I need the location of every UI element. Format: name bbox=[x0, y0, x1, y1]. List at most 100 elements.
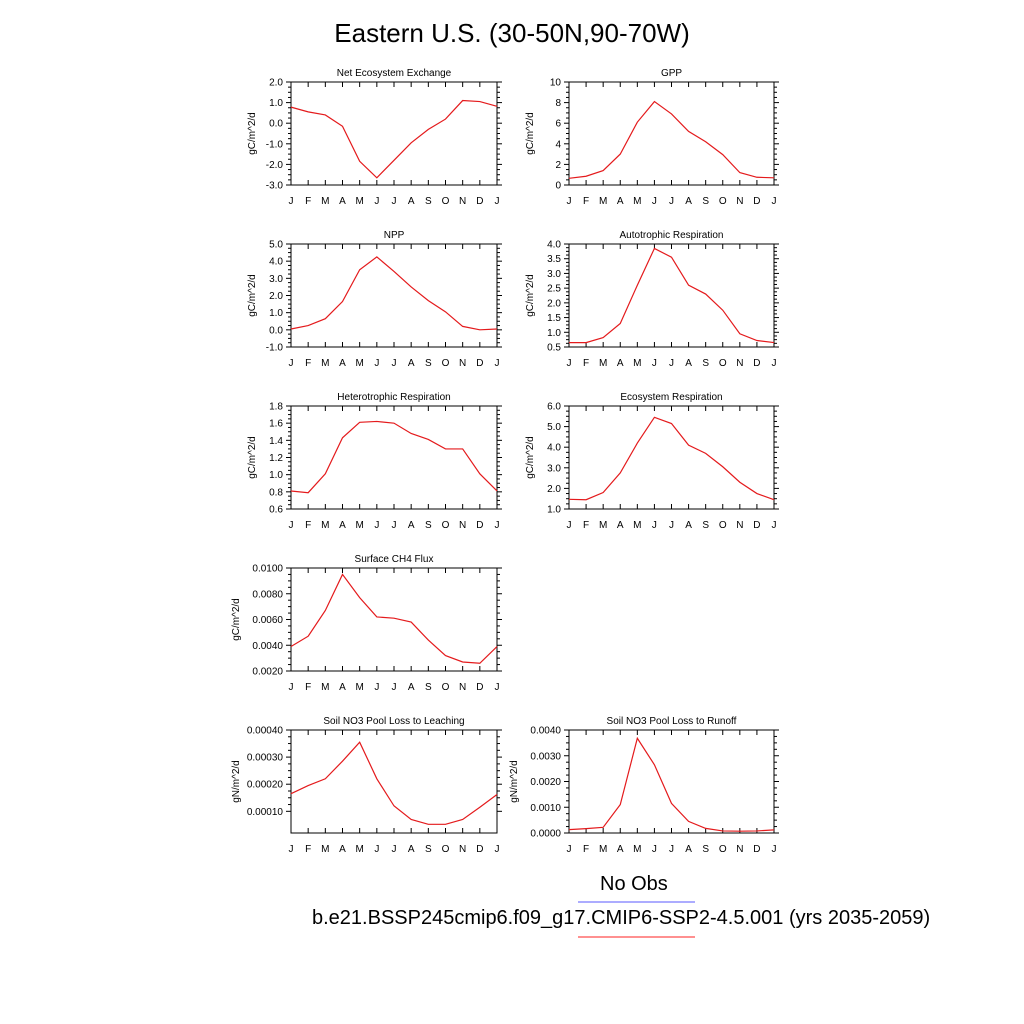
x-tick-label: M bbox=[321, 196, 329, 207]
x-tick-label: J bbox=[652, 520, 657, 531]
legend-label-model: b.e21.BSSP245cmip6.f09_g17.CMIP6-SSP2-4.… bbox=[312, 907, 931, 929]
x-tick-label: O bbox=[442, 520, 450, 531]
panel-title: Soil NO3 Pool Loss to Leaching bbox=[323, 716, 464, 727]
x-tick-label: J bbox=[392, 358, 397, 369]
y-tick-label: 1.0 bbox=[269, 470, 283, 481]
x-tick-label: N bbox=[459, 358, 466, 369]
x-tick-label: M bbox=[599, 844, 607, 855]
y-axis-label: gC/m^2/d bbox=[525, 436, 536, 479]
x-tick-label: A bbox=[685, 196, 692, 207]
plot-frame bbox=[290, 567, 498, 672]
x-tick-label: S bbox=[425, 682, 432, 693]
x-tick-label: A bbox=[685, 358, 692, 369]
x-tick-label: J bbox=[289, 196, 294, 207]
y-tick-label: 2 bbox=[555, 160, 561, 171]
series-line bbox=[568, 736, 775, 832]
y-tick-label: 6 bbox=[555, 119, 561, 130]
x-tick-label: N bbox=[459, 682, 466, 693]
series-line bbox=[290, 741, 498, 825]
x-tick-label: N bbox=[736, 520, 743, 531]
y-axis-label: gN/m^2/d bbox=[509, 760, 520, 803]
x-tick-label: M bbox=[633, 844, 641, 855]
chart-panel: J F M A M J J A S O N D J1.02.03.04.05.06.0Ecosystem… bbox=[525, 392, 779, 531]
y-tick-label: 0.0010 bbox=[530, 803, 561, 814]
x-tick-label: J bbox=[289, 520, 294, 531]
y-tick-label: 0.0030 bbox=[530, 751, 561, 762]
x-tick-label: A bbox=[408, 844, 415, 855]
x-tick-label: J bbox=[392, 520, 397, 531]
x-tick-label: S bbox=[425, 520, 432, 531]
x-tick-label: J bbox=[495, 196, 500, 207]
y-tick-label: 5.0 bbox=[269, 240, 283, 251]
y-tick-label: 0.0020 bbox=[530, 777, 561, 788]
x-tick-label: N bbox=[459, 844, 466, 855]
y-tick-label: 0.00030 bbox=[247, 753, 284, 764]
y-tick-label: 1.5 bbox=[547, 313, 561, 324]
plot-frame bbox=[568, 729, 775, 834]
x-tick-label: A bbox=[408, 682, 415, 693]
y-tick-label: -1.0 bbox=[266, 139, 284, 150]
x-tick-label: D bbox=[476, 520, 483, 531]
y-tick-label: 1.6 bbox=[269, 419, 283, 430]
y-axis-label: gN/m^2/d bbox=[231, 760, 242, 803]
panel-title: Net Ecosystem Exchange bbox=[337, 68, 452, 79]
x-tick-label: S bbox=[702, 196, 709, 207]
x-tick-label: J bbox=[567, 844, 572, 855]
x-tick-label: A bbox=[339, 358, 346, 369]
x-tick-label: M bbox=[599, 196, 607, 207]
x-tick-label: F bbox=[583, 520, 589, 531]
x-tick-label: S bbox=[425, 844, 432, 855]
x-tick-label: A bbox=[617, 358, 624, 369]
x-tick-label: M bbox=[321, 844, 329, 855]
x-tick-label: A bbox=[339, 520, 346, 531]
y-axis-label: gC/m^2/d bbox=[231, 598, 242, 641]
y-tick-label: -1.0 bbox=[266, 343, 284, 354]
x-tick-label: D bbox=[476, 358, 483, 369]
chart-panel: J F M A M J J A S O N D J0.60.81.01.21.41.61.8Hetero… bbox=[247, 392, 502, 531]
series-line bbox=[290, 99, 498, 179]
panel-title: GPP bbox=[661, 68, 682, 79]
x-tick-label: J bbox=[374, 358, 379, 369]
x-tick-label: J bbox=[392, 844, 397, 855]
y-tick-label: 0.0040 bbox=[252, 641, 283, 652]
panel-title: Surface CH4 Flux bbox=[355, 554, 434, 565]
x-tick-label: A bbox=[408, 358, 415, 369]
chart-panel: J F M A M J J A S O N D J0.00000.00100.00200.00300.0… bbox=[509, 716, 779, 855]
y-tick-label: 3.5 bbox=[547, 254, 561, 265]
y-axis-label: gC/m^2/d bbox=[247, 112, 258, 155]
x-tick-label: M bbox=[355, 682, 363, 693]
x-tick-label: D bbox=[476, 196, 483, 207]
x-tick-label: J bbox=[669, 358, 674, 369]
x-tick-label: A bbox=[685, 520, 692, 531]
x-tick-label: N bbox=[736, 844, 743, 855]
y-axis-label: gC/m^2/d bbox=[247, 274, 258, 317]
x-tick-label: O bbox=[719, 844, 727, 855]
chart-panel: J F M A M J J A S O N D J0.00200.00400.00600.00800.0… bbox=[231, 554, 502, 693]
x-tick-label: M bbox=[321, 682, 329, 693]
x-tick-label: N bbox=[736, 358, 743, 369]
x-tick-label: F bbox=[305, 844, 311, 855]
x-tick-label: O bbox=[719, 358, 727, 369]
x-tick-label: M bbox=[355, 196, 363, 207]
x-tick-label: J bbox=[772, 844, 777, 855]
y-tick-label: 1.2 bbox=[269, 453, 283, 464]
x-tick-label: J bbox=[669, 196, 674, 207]
y-tick-label: 4.0 bbox=[269, 257, 283, 268]
series-line bbox=[568, 100, 775, 179]
y-tick-label: 2.0 bbox=[547, 484, 561, 495]
y-tick-label: 0.0 bbox=[269, 325, 283, 336]
chart-panel: J F M A M J J A S O N D J0.51.01.52.02.53.03.54.0Aut… bbox=[525, 230, 779, 369]
plot-frame bbox=[290, 243, 498, 348]
x-tick-label: J bbox=[374, 682, 379, 693]
y-tick-label: 4.0 bbox=[547, 443, 561, 454]
series-line bbox=[290, 573, 498, 664]
x-tick-label: M bbox=[355, 358, 363, 369]
x-tick-label: J bbox=[652, 358, 657, 369]
x-tick-label: A bbox=[685, 844, 692, 855]
y-tick-label: 0.6 bbox=[269, 505, 283, 516]
y-tick-label: 6.0 bbox=[547, 402, 561, 413]
x-tick-label: J bbox=[289, 358, 294, 369]
figure-title: Eastern U.S. (30-50N,90-70W) bbox=[334, 18, 690, 48]
panel-title: Autotrophic Respiration bbox=[620, 230, 724, 241]
